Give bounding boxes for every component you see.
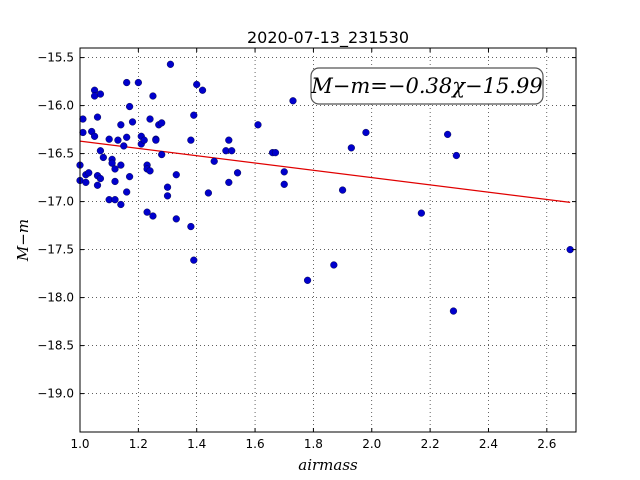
data-point: [204, 189, 212, 197]
data-point: [114, 136, 122, 144]
data-point: [146, 167, 154, 175]
x-tick-label: 2.2: [421, 437, 440, 451]
data-points: [76, 60, 574, 315]
data-point: [126, 102, 134, 111]
data-point: [198, 86, 207, 94]
data-point: [228, 147, 236, 155]
data-point: [289, 97, 297, 105]
y-tick-label: −16.5: [37, 147, 74, 161]
data-point: [193, 80, 201, 89]
data-point: [93, 113, 102, 121]
data-point: [111, 165, 119, 173]
data-point: [134, 78, 142, 87]
data-point: [90, 132, 99, 140]
data-point: [163, 192, 172, 200]
data-point: [123, 188, 131, 196]
data-point: [149, 92, 157, 100]
data-point: [111, 177, 119, 186]
x-tick-label: 2.6: [537, 437, 556, 451]
x-tick-label: 1.2: [129, 437, 148, 451]
data-point: [146, 115, 154, 123]
data-point: [338, 186, 347, 194]
x-tick-label: 2.0: [362, 437, 381, 451]
y-tick-label: −16.0: [37, 99, 74, 113]
data-point: [108, 159, 116, 167]
data-point: [96, 174, 105, 183]
data-point: [280, 180, 288, 188]
data-point: [417, 209, 425, 217]
data-point: [93, 181, 102, 189]
data-point: [120, 142, 128, 150]
y-axis-label: M−m: [14, 219, 32, 262]
data-point: [85, 169, 93, 177]
data-point: [233, 169, 242, 177]
x-tick-label: 1.0: [70, 437, 89, 451]
y-tick-label: −17.5: [37, 243, 74, 257]
data-point: [82, 178, 90, 187]
data-point: [117, 200, 125, 209]
data-point: [123, 78, 131, 87]
y-tick-label: −19.0: [37, 387, 74, 401]
data-point: [117, 161, 125, 169]
x-tick-label: 2.4: [479, 437, 498, 451]
data-point: [225, 136, 233, 144]
data-point: [303, 276, 312, 284]
data-point: [117, 121, 125, 129]
x-tick-label: 1.6: [246, 437, 265, 451]
data-point: [126, 173, 134, 181]
axis-ticks: 1.0 1.2 1.4 1.6 1.8 2.0 2.2 2.4 2.6 −15.5 −16.0 −16…: [37, 48, 576, 451]
data-point: [187, 136, 195, 144]
y-tick-label: −17.0: [37, 195, 74, 209]
data-point: [152, 136, 160, 144]
data-point: [166, 60, 175, 68]
data-point: [452, 151, 460, 160]
data-point: [79, 115, 87, 123]
fit-annotation: M−m=−0.38χ−15.99: [310, 67, 544, 105]
data-point: [347, 144, 355, 152]
data-point: [149, 212, 157, 220]
plot-frame: [79, 47, 577, 433]
y-tick-label: −15.5: [37, 51, 74, 65]
chart-title: 2020-07-13_231530: [247, 28, 409, 48]
data-point: [172, 171, 180, 179]
annotation-box: [310, 67, 544, 105]
data-point: [96, 147, 105, 155]
data-point: [99, 153, 107, 162]
data-point: [158, 119, 166, 127]
data-point: [225, 178, 233, 187]
y-tick-label: −18.5: [37, 339, 74, 353]
data-point: [271, 149, 280, 157]
x-axis-label: airmass: [298, 456, 358, 474]
data-point: [254, 121, 262, 129]
x-tick-label: 1.8: [304, 437, 323, 451]
data-point: [172, 215, 180, 223]
data-point: [280, 168, 288, 176]
plot-area: [80, 48, 576, 432]
data-point: [96, 90, 105, 98]
data-point: [123, 133, 131, 141]
data-point: [190, 256, 198, 264]
data-point: [105, 135, 113, 143]
data-point: [143, 208, 151, 216]
data-point: [210, 157, 218, 165]
data-point: [111, 196, 119, 204]
data-point: [187, 222, 195, 231]
data-point: [449, 307, 458, 315]
grid-lines: [80, 48, 576, 432]
data-point: [163, 183, 172, 191]
data-point: [128, 118, 137, 126]
annotation-text: M−m=−0.38χ−15.99: [310, 74, 542, 98]
x-tick-label: 1.4: [187, 437, 206, 451]
y-tick-label: −18.0: [37, 291, 74, 305]
data-point: [158, 150, 166, 159]
data-point: [362, 128, 370, 137]
data-point: [79, 128, 87, 137]
data-point: [190, 111, 198, 119]
data-point: [444, 130, 452, 139]
data-point: [140, 136, 148, 144]
data-point: [330, 261, 338, 269]
